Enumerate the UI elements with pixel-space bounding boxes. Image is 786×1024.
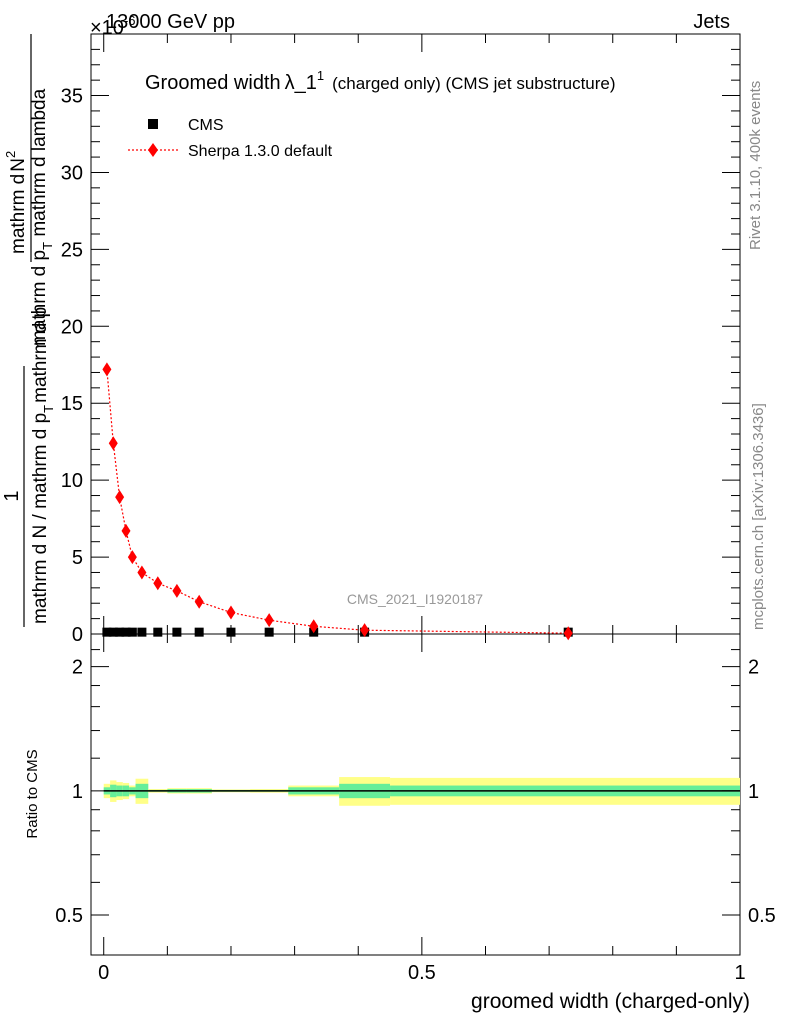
sherpa-data-point [226,605,236,620]
y-exponent: ×10-6 [90,13,136,39]
legend-sherpa-marker [148,143,158,157]
mcplots-label: mcplots.cern.ch [arXiv:1306.3436] [750,403,767,630]
x-tick-label: 1 [734,962,745,984]
y-label-outer-denominator: mathrm d N / mathrm d pTmathrm d p [30,307,56,624]
sherpa-data-point [194,594,204,609]
cms-data-point [226,627,236,637]
cms-data-point [264,627,274,637]
legend-sherpa-label: Sherpa 1.3.0 default [188,143,333,160]
ratio-tick-label: 0.5 [55,905,83,927]
series-lines [106,369,569,634]
ratio-tick-label-right: 1 [748,781,759,803]
ratio-tick-label-right: 2 [748,657,759,679]
y-tick-label: 5 [72,547,83,569]
y-tick-label: 10 [61,470,83,492]
sherpa-data-point [121,523,131,538]
sherpa-data-point [108,436,118,451]
y-tick-label: 35 [61,86,83,108]
sherpa-data-point [127,550,137,565]
rivet-label: Rivet 3.1.10, 400k events [747,81,764,250]
cms-data-point [115,627,125,637]
sherpa-data-point [563,626,573,641]
beam-label: 13000 GeV pp [106,11,235,33]
sherpa-data-point [360,623,370,638]
sherpa-data-point [309,619,319,634]
cms-data-point [172,627,182,637]
sherpa-data-point [264,613,274,628]
sherpa-line [106,369,569,634]
x-tick-label: 0 [98,962,109,984]
plot-title: Groomed width λ_11 (charged only) (CMS jet… [145,68,616,94]
sherpa-data-point [115,490,125,505]
cms-data-point [102,627,112,637]
sherpa-data-point [137,565,147,580]
cms-data-point [127,627,137,637]
y-tick-label: 0 [72,624,83,646]
cms-data-point [153,627,163,637]
ratio-tick-label: 1 [72,781,83,803]
analysis-watermark: CMS_2021_I1920187 [347,591,483,607]
ratio-tick-label-right: 0.5 [748,905,776,927]
ratio-tick-label: 2 [72,657,83,679]
x-tick-label: 0.5 [408,962,436,984]
cms-data-point [121,627,131,637]
process-label: Jets [693,11,730,33]
y-label-numerator: mathrm dN2 [3,151,29,254]
sherpa-data-point [153,576,163,591]
series-markers [102,362,573,641]
cms-data-point [194,627,204,637]
y-tick-label: 15 [61,393,83,415]
y-tick-label: 20 [61,316,83,338]
y-label-inner-denominator: mathrm d pT mathrm d lambda [29,88,55,346]
y-tick-label: 30 [61,162,83,184]
sherpa-data-point [172,583,182,598]
sherpa-data-point [102,362,112,377]
cms-data-point [108,627,118,637]
legend-cms-marker [148,119,158,129]
cms-data-point [137,627,147,637]
legend-cms-label: CMS [188,117,224,134]
ratio-y-label: Ratio to CMS [24,749,41,838]
y-tick-label: 25 [61,239,83,261]
y-label-one: 1 [1,490,23,501]
x-axis-label: groomed width (charged-only) [471,990,750,1013]
legend: CMS Sherpa 1.3.0 default [128,117,333,160]
axis-ticks: 0 5 10 15 20 25 30 35 0 0.5 1 0.5 0.5 1 1 2 2 [55,33,776,984]
y-axis-label: 1 mathrm d N / mathrm d pTmathrm d p mat… [1,34,56,627]
